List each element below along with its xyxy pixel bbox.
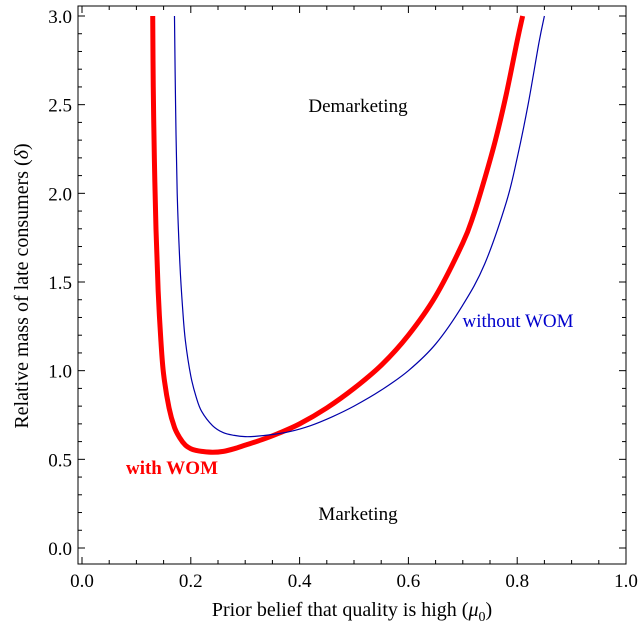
y-tick-label: 2.5 [48, 96, 72, 117]
x-tick-label: 0.8 [505, 571, 529, 592]
y-tick-label: 1.5 [48, 273, 72, 294]
y-tick-label: 0.5 [48, 450, 72, 471]
x-axis-title-subscript: 0 [479, 610, 486, 625]
x-axis-title-symbol: μ [467, 599, 478, 621]
y-tick-label: 0.0 [48, 539, 72, 560]
x-tick-label: 0.4 [288, 571, 312, 592]
x-tick-label: 1.0 [614, 571, 638, 592]
x-tick-label: 0.2 [179, 571, 203, 592]
y-tick-label: 1.0 [48, 362, 72, 383]
x-tick-label: 0.0 [70, 571, 94, 592]
label-without-wom: without WOM [462, 311, 573, 332]
y-axis-title: Relative mass of late consumers (δ) [11, 143, 33, 428]
x-axis-title: Prior belief that quality is high (μ0) [212, 599, 492, 625]
plot-frame [77, 5, 627, 565]
axis-ticks: 0.0 0.2 0.4 0.6 0.8 1.0 0.0 0.5 1.0 1.5 2.0 2.5 3.0 [48, 6, 638, 592]
annotation-demarketing: Demarketing [308, 96, 408, 117]
plot-border [77, 5, 627, 565]
x-axis-title-main: Prior belief that quality is high ( [212, 599, 469, 621]
label-with-wom: with WOM [126, 458, 218, 479]
y-axis-title-main: Relative mass of late consumers ( [11, 159, 33, 429]
annotation-marketing: Marketing [318, 504, 398, 525]
series-layer [150, 15, 545, 455]
x-tick-label: 0.6 [397, 571, 421, 592]
series-line-with-wom [150, 15, 526, 455]
x-axis-title-end: ) [486, 599, 493, 621]
y-tick-label: 2.0 [48, 184, 72, 205]
y-axis-title-symbol: δ [11, 149, 33, 159]
y-tick-label: 3.0 [48, 7, 72, 28]
series-line-without-wom [173, 15, 545, 438]
y-axis-title-end: ) [11, 143, 33, 150]
